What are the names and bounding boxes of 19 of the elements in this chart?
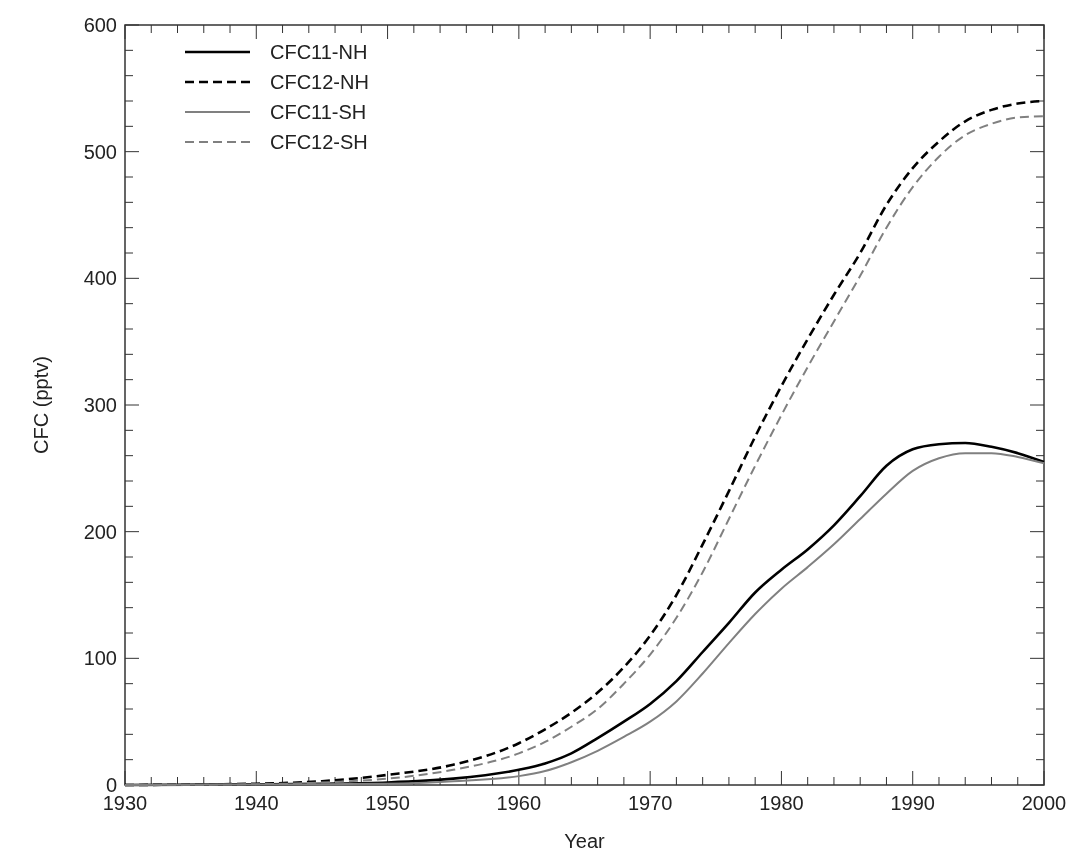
x-tick-label: 1960: [496, 792, 542, 814]
y-tick-label: 100: [83, 647, 117, 670]
y-tick-label: 600: [83, 14, 117, 36]
y-tick-label: 300: [83, 394, 117, 416]
x-tick-label: 1950: [365, 792, 410, 814]
x-tick-label: 1940: [234, 792, 279, 814]
y-tick-label: 400: [83, 267, 117, 290]
y-tick-label: 500: [83, 140, 117, 163]
y-axis-title: CFC (pptv): [30, 356, 52, 454]
legend-label: CFC11-NH: [270, 41, 368, 63]
legend-label: CFC12-NH: [270, 71, 369, 93]
x-tick-label: 1990: [890, 792, 935, 814]
x-axis-title: Year: [564, 830, 606, 852]
x-tick-label: 1980: [759, 792, 804, 814]
x-tick-label: 2000: [1021, 792, 1067, 814]
x-tick-label: 1970: [627, 792, 673, 814]
legend-label: CFC11-SH: [270, 101, 367, 123]
y-tick-label: 200: [83, 520, 117, 543]
legend-label: CFC12-SH: [270, 131, 368, 153]
